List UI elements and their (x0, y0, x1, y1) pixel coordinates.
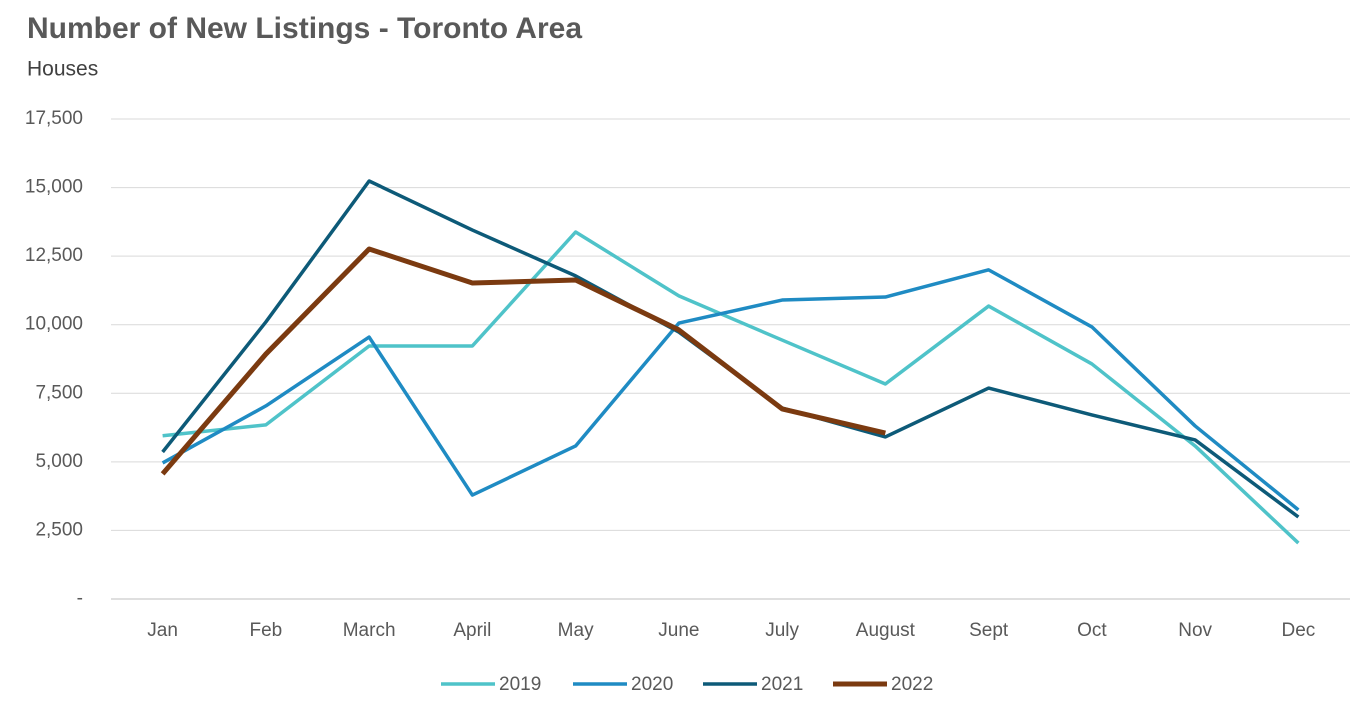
x-tick-label: Oct (1077, 620, 1107, 641)
y-tick-label: - (77, 588, 83, 609)
x-tick-label: June (658, 620, 699, 641)
y-tick-label: 15,000 (25, 177, 83, 198)
legend-label: 2019 (499, 674, 541, 695)
legend-label: 2021 (761, 674, 803, 695)
x-tick-label: Jan (147, 620, 178, 641)
y-tick-label: 10,000 (25, 314, 83, 335)
y-tick-label: 12,500 (25, 245, 83, 266)
x-tick-label: Feb (250, 620, 283, 641)
y-tick-label: 7,500 (35, 382, 83, 403)
y-tick-label: 17,500 (25, 108, 83, 129)
chart-subtitle: Houses (27, 58, 98, 81)
x-tick-label: August (856, 620, 916, 641)
legend-label: 2020 (631, 674, 673, 695)
x-tick-label: Nov (1178, 620, 1212, 641)
x-tick-label: April (453, 620, 491, 641)
y-tick-label: 2,500 (35, 519, 83, 540)
series-line (162, 230, 1300, 545)
x-tick-label: May (558, 620, 594, 641)
x-tick-label: Sept (969, 620, 1009, 641)
x-tick-label: March (343, 620, 396, 641)
y-tick-label: 5,000 (35, 451, 83, 472)
x-tick-label: Dec (1281, 620, 1315, 641)
series-line (161, 268, 1300, 512)
chart-title: Number of New Listings - Toronto Area (27, 12, 582, 45)
series-line (160, 246, 886, 476)
x-tick-label: July (765, 620, 799, 641)
legend-label: 2022 (891, 674, 933, 695)
series-line (161, 179, 1300, 519)
